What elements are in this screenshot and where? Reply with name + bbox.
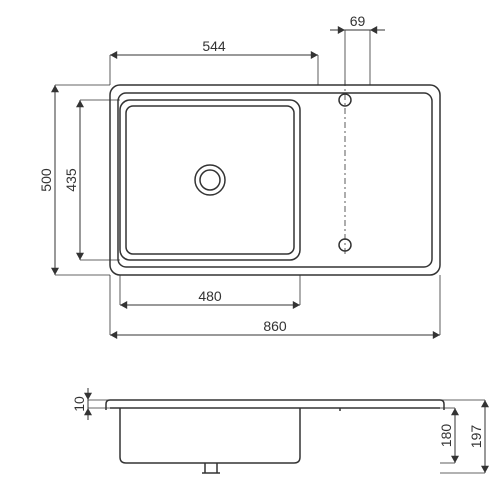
dim-label: 544 [202, 38, 226, 54]
dim-label: 197 [468, 425, 484, 449]
dim-label: 10 [71, 396, 87, 412]
dim-label: 435 [63, 168, 79, 192]
dim-label: 480 [198, 288, 222, 304]
dim-label: 180 [438, 424, 454, 448]
dim-label: 69 [350, 13, 366, 29]
dim-label: 860 [263, 318, 287, 334]
dim-label: 500 [38, 168, 54, 192]
